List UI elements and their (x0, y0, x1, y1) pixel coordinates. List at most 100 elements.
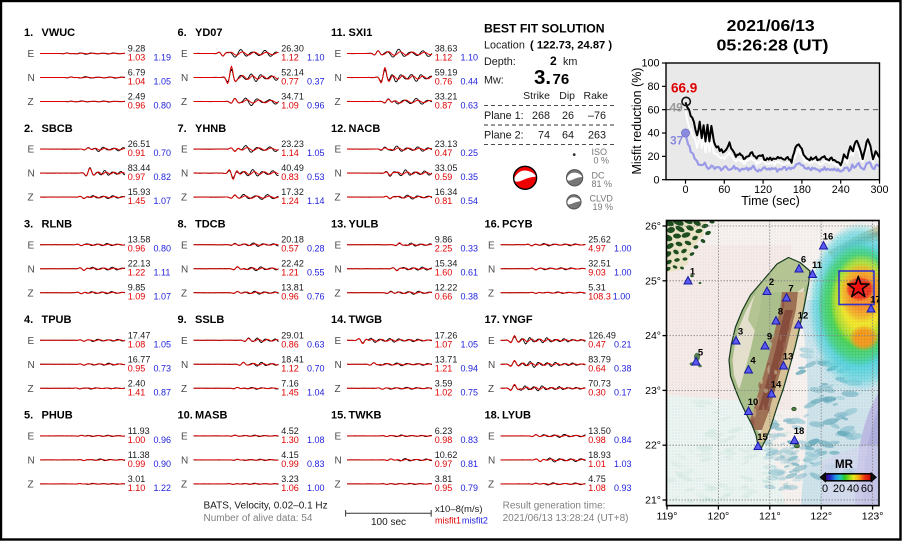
svg-text:N: N (335, 360, 342, 371)
svg-text:1.12: 1.12 (435, 53, 453, 63)
svg-text:N: N (181, 169, 188, 180)
svg-text:60: 60 (718, 184, 730, 196)
svg-text:0.80: 0.80 (154, 244, 172, 254)
svg-text:80: 80 (647, 81, 659, 93)
svg-text:0.66: 0.66 (435, 292, 453, 302)
svg-text:0.37: 0.37 (307, 77, 325, 87)
svg-text:100 sec: 100 sec (371, 517, 406, 528)
svg-text:E: E (181, 240, 188, 251)
svg-text:2: 2 (550, 54, 557, 68)
svg-text:263: 263 (588, 130, 606, 142)
svg-text:6.79: 6.79 (128, 68, 146, 78)
svg-text:17.26: 17.26 (435, 330, 458, 340)
svg-text:Z: Z (335, 97, 341, 108)
svg-text:Plane 1:: Plane 1: (484, 110, 524, 122)
svg-text:1.60: 1.60 (435, 268, 453, 278)
svg-text:Z: Z (488, 288, 494, 299)
svg-text:4.15: 4.15 (281, 450, 299, 460)
svg-text:N: N (28, 73, 35, 84)
svg-text:E: E (28, 49, 35, 60)
svg-text:Rake: Rake (583, 90, 608, 102)
svg-text:4: 4 (750, 356, 756, 367)
svg-text:N: N (488, 360, 495, 371)
svg-text:0.96: 0.96 (154, 435, 172, 445)
svg-text:1.00: 1.00 (307, 483, 325, 493)
svg-text:4.: 4. (24, 314, 33, 326)
svg-text:26: 26 (562, 110, 574, 122)
svg-text:0 %: 0 % (594, 155, 610, 165)
svg-text:15: 15 (757, 432, 768, 443)
svg-text:4.75: 4.75 (588, 474, 606, 484)
svg-text:11.: 11. (331, 27, 346, 39)
svg-text:Z: Z (28, 288, 34, 299)
svg-text:9.85: 9.85 (128, 283, 146, 293)
svg-text:49: 49 (670, 101, 684, 115)
svg-text:10.62: 10.62 (435, 450, 458, 460)
svg-text:SBCB: SBCB (42, 123, 73, 135)
svg-text:PHUB: PHUB (42, 410, 73, 422)
svg-text:TWGB: TWGB (349, 314, 383, 326)
svg-text:Z: Z (181, 480, 187, 491)
svg-text:108.3: 108.3 (588, 292, 611, 302)
svg-text:0.99: 0.99 (128, 459, 146, 469)
svg-text:4.52: 4.52 (281, 426, 299, 436)
svg-text:32.51: 32.51 (588, 259, 611, 269)
svg-text:1.10: 1.10 (307, 53, 325, 63)
svg-text:13.71: 13.71 (435, 354, 458, 364)
svg-text:12: 12 (798, 311, 809, 322)
svg-text:DC: DC (592, 171, 605, 181)
svg-text:N: N (181, 73, 188, 84)
svg-text:26.51: 26.51 (128, 139, 151, 149)
svg-text:0.91: 0.91 (128, 148, 146, 158)
svg-text:1.30: 1.30 (281, 435, 299, 445)
svg-text:Depth:: Depth: (484, 56, 516, 68)
svg-text:9.28: 9.28 (128, 44, 146, 54)
svg-text:1.03: 1.03 (128, 53, 146, 63)
svg-text:0.57: 0.57 (281, 244, 299, 254)
svg-text:0.63: 0.63 (461, 101, 479, 111)
svg-text:0.64: 0.64 (588, 363, 606, 373)
svg-text:13.50: 13.50 (588, 426, 611, 436)
svg-text:Strike: Strike (523, 90, 550, 102)
svg-text:YHNB: YHNB (195, 123, 226, 135)
svg-text:SSLB: SSLB (195, 314, 224, 326)
svg-text:Z: Z (28, 97, 34, 108)
svg-text:1.03: 1.03 (614, 459, 632, 469)
svg-text:180: 180 (793, 184, 811, 196)
svg-text:–76: –76 (588, 110, 606, 122)
svg-text:0.47: 0.47 (435, 148, 453, 158)
svg-text:268: 268 (532, 110, 550, 122)
svg-text:24°: 24° (645, 330, 661, 342)
svg-text:0.94: 0.94 (461, 363, 479, 373)
svg-text:3.: 3. (534, 66, 551, 89)
svg-text:0.87: 0.87 (435, 101, 453, 111)
svg-text:E: E (181, 49, 188, 60)
svg-text:Z: Z (488, 480, 494, 491)
svg-text:Z: Z (28, 480, 34, 491)
svg-text:YD07: YD07 (195, 27, 223, 39)
svg-text:22°: 22° (645, 440, 661, 452)
svg-text:misfit1: misfit1 (435, 515, 461, 525)
svg-text:16.77: 16.77 (128, 354, 151, 364)
svg-text:0: 0 (682, 184, 688, 196)
svg-text:6.: 6. (178, 27, 187, 39)
svg-text:1.08: 1.08 (588, 483, 606, 493)
svg-text:Z: Z (335, 193, 341, 204)
svg-text:N: N (181, 456, 188, 467)
svg-text:0.30: 0.30 (588, 387, 606, 397)
svg-text:E: E (488, 336, 495, 347)
svg-text:0.33: 0.33 (461, 244, 479, 254)
svg-text:40.49: 40.49 (281, 163, 304, 173)
svg-text:E: E (335, 432, 342, 443)
svg-text:0.77: 0.77 (281, 77, 299, 87)
svg-text:3.: 3. (24, 218, 33, 230)
svg-text:64: 64 (562, 130, 574, 142)
svg-text:SXI1: SXI1 (349, 27, 373, 39)
svg-text:0.53: 0.53 (307, 172, 325, 182)
svg-text:16.: 16. (485, 218, 500, 230)
svg-text:E: E (335, 49, 342, 60)
svg-text:1.00: 1.00 (613, 292, 631, 302)
svg-text:x10–8(m/s): x10–8(m/s) (435, 504, 483, 515)
svg-text:0.44: 0.44 (461, 77, 479, 87)
svg-text:E: E (181, 432, 188, 443)
